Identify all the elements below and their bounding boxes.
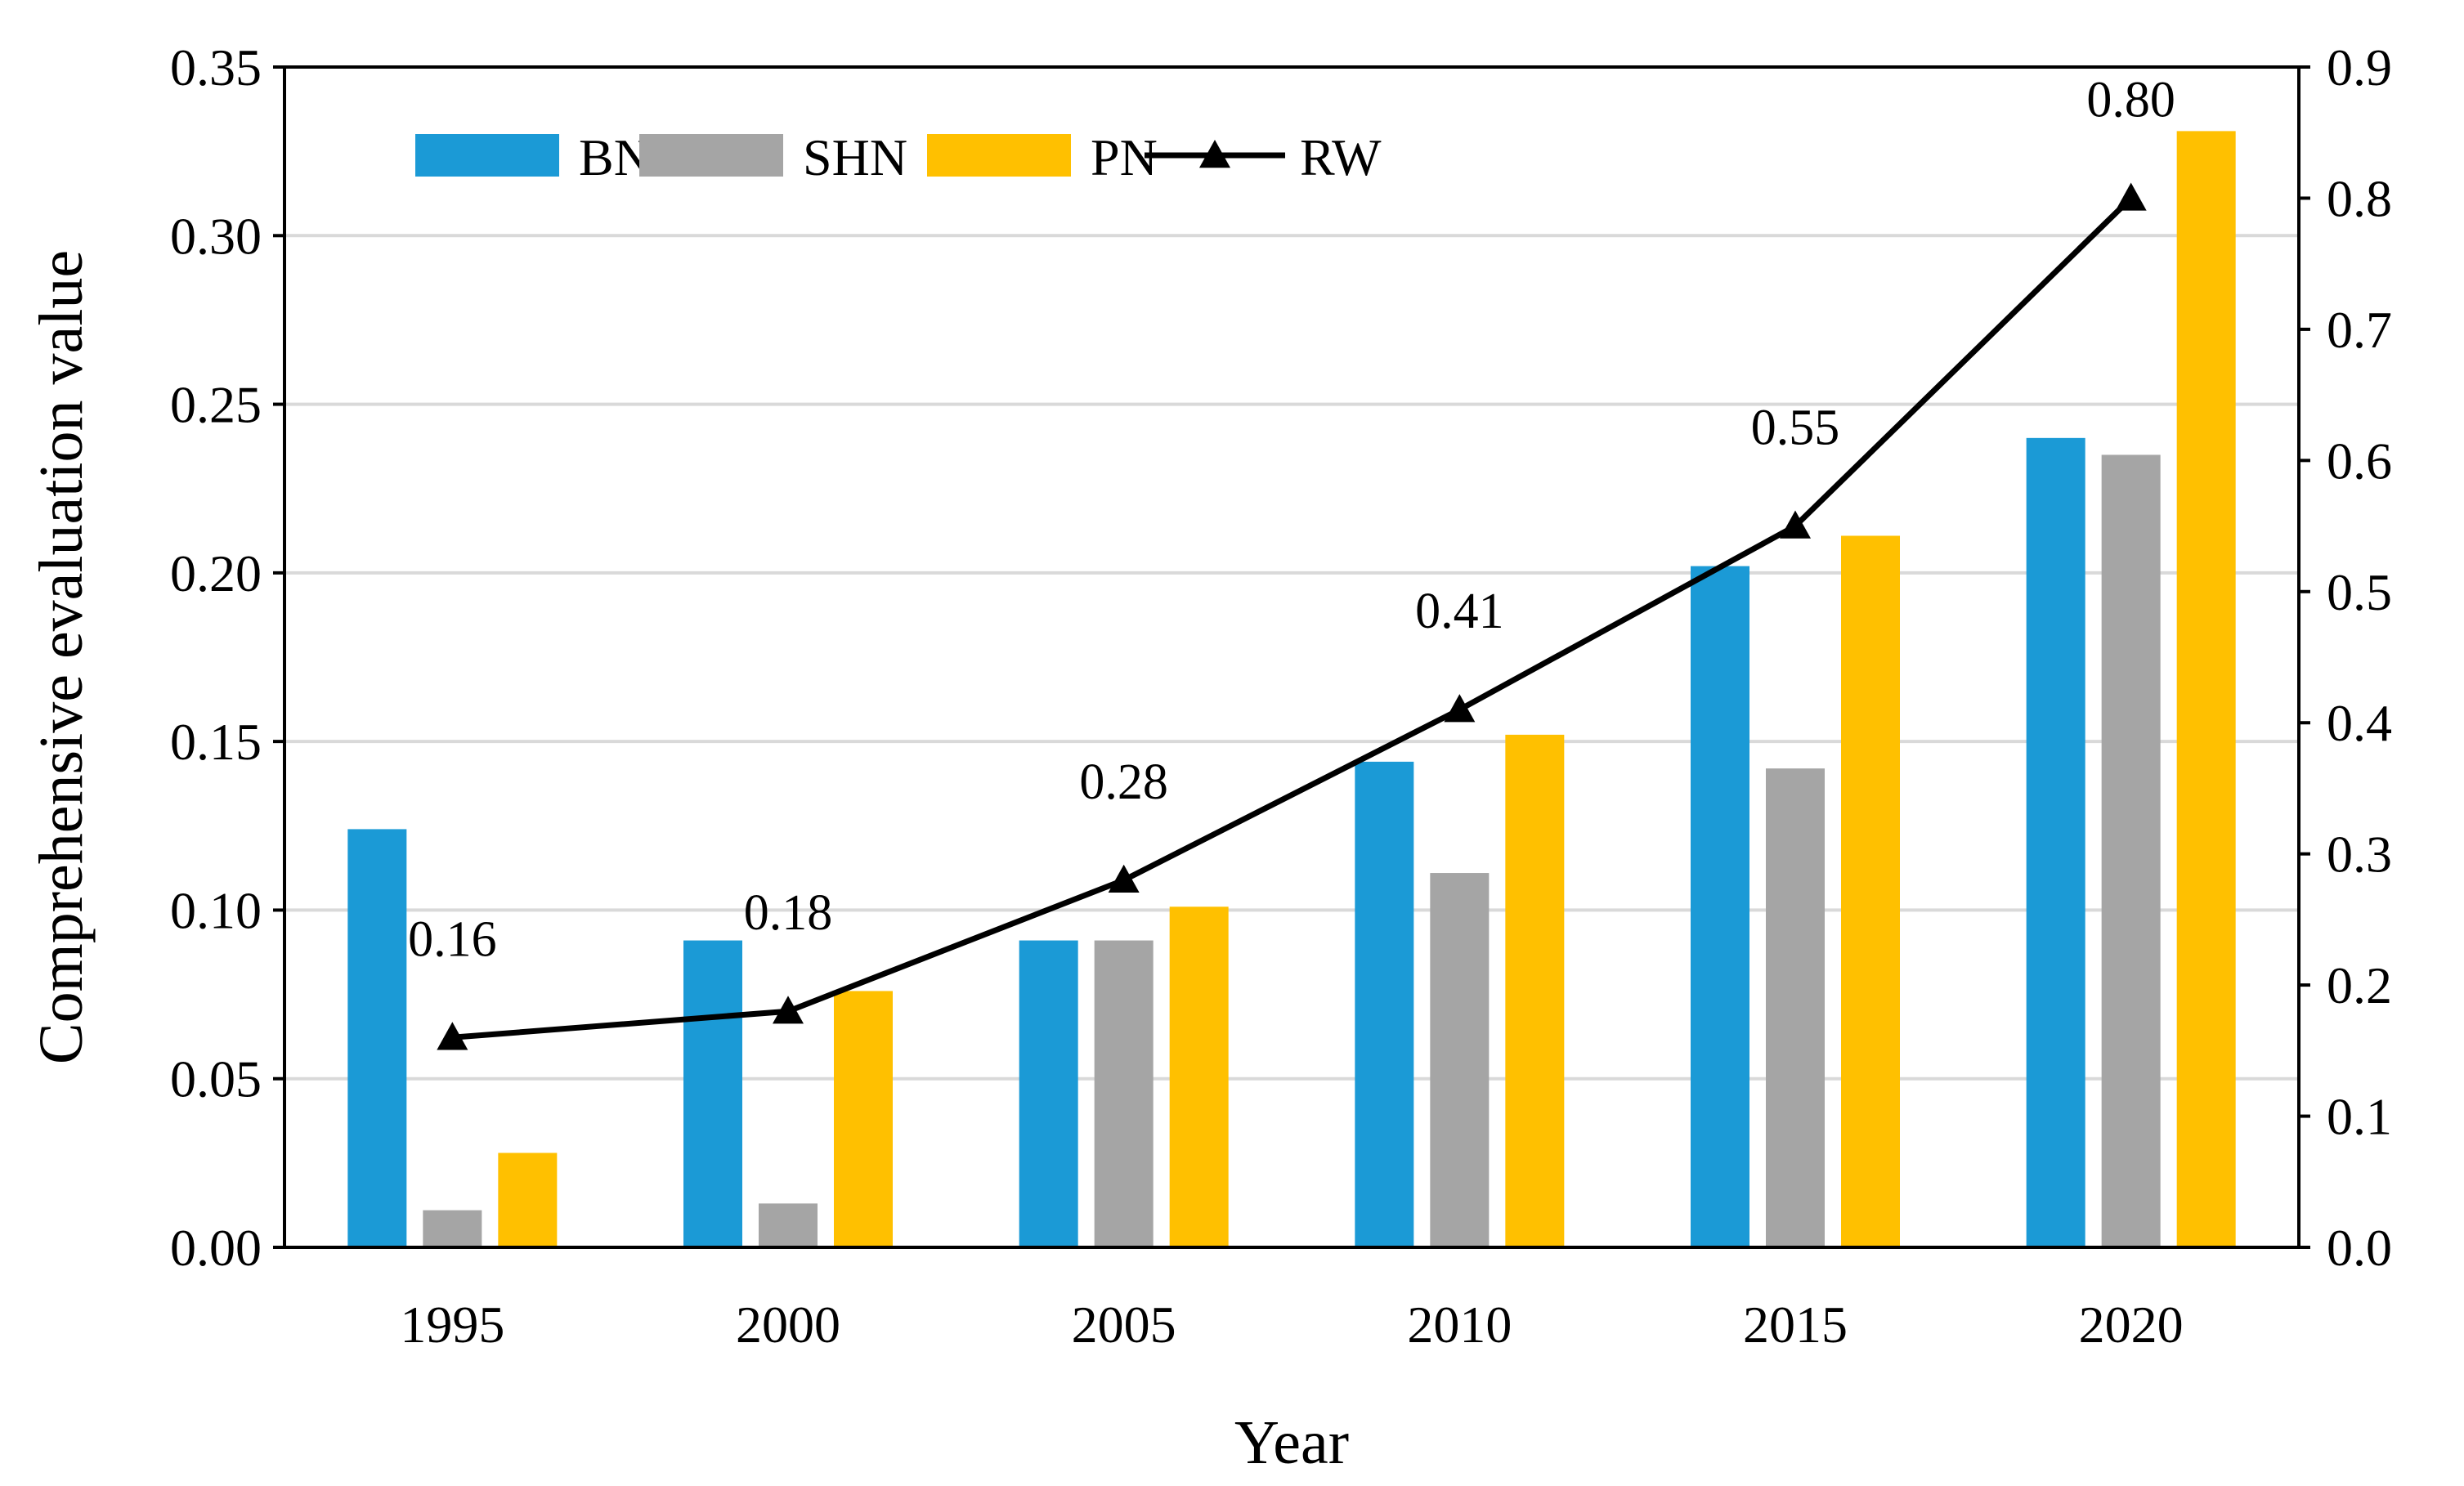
right-tick-label: 0.3 — [2327, 826, 2392, 884]
rw-marker — [1780, 510, 1811, 539]
shn-bar — [423, 1210, 482, 1247]
left-tick-label: 0.00 — [170, 1219, 262, 1277]
shn-legend-label: SHN — [803, 128, 907, 186]
bn-bar — [347, 829, 407, 1247]
right-tick-label: 0.8 — [2327, 169, 2392, 227]
pn-bar — [834, 991, 893, 1247]
rw-line — [452, 195, 2134, 1041]
right-tick-label: 0.9 — [2327, 38, 2392, 96]
rw-legend-label: RW — [1300, 128, 1382, 186]
rw-marker — [2115, 182, 2147, 211]
rw-line-series: 0.16 0.18 0.28 0.41 0.55 0.80 — [408, 72, 2175, 1050]
rw-data-label: 0.55 — [1751, 401, 1840, 456]
rw-marker — [437, 1022, 468, 1050]
tick-labels: 0.00 0.05 0.10 0.15 0.20 0.25 0.30 0.35 0.0 0.1 0.… — [170, 38, 2392, 1354]
pn-legend-swatch — [927, 134, 1071, 177]
bn-bar — [1019, 940, 1078, 1247]
y-axis-title: Comprehensive evaluation value — [27, 250, 96, 1064]
pn-bar — [498, 1153, 558, 1247]
rw-data-label: 0.41 — [1415, 584, 1504, 639]
shn-legend-swatch — [639, 134, 783, 177]
x-tick-label: 2005 — [1072, 1296, 1176, 1354]
rw-marker — [1108, 864, 1140, 893]
shn-bar — [1094, 940, 1154, 1247]
shn-bar — [1766, 768, 1825, 1247]
left-tick-label: 0.30 — [170, 207, 262, 265]
right-tick-label: 0.6 — [2327, 432, 2392, 490]
rw-marker — [1444, 694, 1476, 723]
bn-bar — [2026, 437, 2085, 1247]
rw-data-label: 0.18 — [744, 885, 833, 941]
left-tick-label: 0.25 — [170, 376, 262, 434]
left-tick-label: 0.35 — [170, 38, 262, 96]
pn-bar — [1169, 906, 1229, 1247]
x-tick-label: 2020 — [2079, 1296, 2184, 1354]
legend: BN SHN PN RW — [415, 128, 1382, 186]
left-tick-label: 0.05 — [170, 1050, 262, 1108]
right-tick-label: 0.0 — [2327, 1219, 2392, 1277]
bn-legend-swatch — [415, 134, 559, 177]
left-tick-label: 0.10 — [170, 881, 262, 939]
pn-bar — [2176, 131, 2236, 1248]
x-tick-label: 1995 — [400, 1296, 504, 1354]
pn-bar — [1505, 734, 1565, 1247]
rw-legend-marker — [1199, 140, 1230, 168]
bn-bar — [683, 940, 742, 1247]
axes — [273, 65, 2310, 1249]
x-tick-label: 2015 — [1743, 1296, 1848, 1354]
rw-marker — [773, 996, 804, 1024]
x-axis-title: Year — [1234, 1408, 1349, 1477]
shn-bar — [2101, 454, 2161, 1247]
gridlines — [284, 234, 2299, 1081]
x-tick-label: 2000 — [736, 1296, 840, 1354]
bars — [347, 131, 2236, 1248]
rw-data-label: 0.80 — [2086, 72, 2175, 128]
left-tick-label: 0.20 — [170, 544, 262, 602]
right-tick-label: 0.1 — [2327, 1088, 2392, 1146]
rw-data-label: 0.28 — [1079, 754, 1168, 810]
right-tick-label: 0.4 — [2327, 694, 2392, 752]
pn-bar — [1841, 535, 1900, 1247]
bn-bar — [1355, 761, 1414, 1247]
x-tick-label: 2010 — [1407, 1296, 1512, 1354]
shn-bar — [1430, 873, 1490, 1247]
rw-data-label: 0.16 — [408, 911, 497, 967]
bn-bar — [1691, 566, 1749, 1247]
right-tick-label: 0.5 — [2327, 563, 2392, 621]
right-tick-label: 0.7 — [2327, 301, 2392, 359]
left-tick-label: 0.15 — [170, 713, 262, 771]
right-tick-label: 0.2 — [2327, 956, 2392, 1014]
shn-bar — [759, 1203, 818, 1247]
